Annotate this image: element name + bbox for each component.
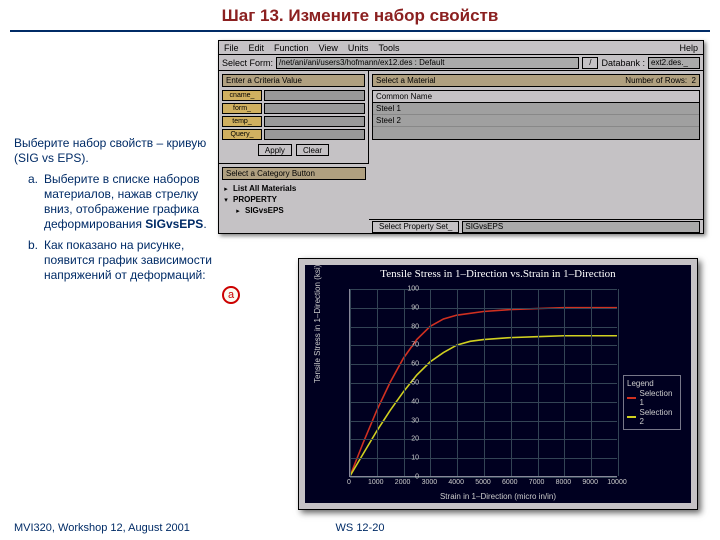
- databank-field[interactable]: ext2.des._: [648, 57, 700, 69]
- y-tick: 10: [395, 455, 419, 462]
- app-window: File Edit Function View Units Tools Help…: [218, 40, 704, 234]
- chevron-down-icon: ▾: [222, 196, 230, 204]
- legend-row: Selection 2: [627, 408, 677, 426]
- x-tick: 5000: [475, 479, 491, 486]
- menubar: File Edit Function View Units Tools Help: [219, 41, 703, 55]
- page-title: Шаг 13. Измените набор свойств: [0, 0, 720, 26]
- table-row[interactable]: Steel 1: [373, 103, 699, 115]
- y-axis-label: Tensile Stress in 1–Direction (ksi): [313, 265, 322, 383]
- criteria-btn[interactable]: temp_: [222, 116, 262, 127]
- y-tick: 30: [395, 417, 419, 424]
- category-title: Select a Category Button: [222, 167, 366, 180]
- material-pane: Select a Material Number of Rows: 2 Comm…: [369, 71, 703, 163]
- criteria-btn[interactable]: cname_: [222, 90, 262, 101]
- intro-text: Выберите набор свойств – кривую (SIG vs …: [14, 136, 218, 166]
- x-tick: 2000: [395, 479, 411, 486]
- callout-a: a: [222, 286, 240, 304]
- criteria-input[interactable]: [264, 129, 365, 140]
- footer-left: MVI320, Workshop 12, August 2001: [0, 522, 190, 534]
- material-table: Common Name Steel 1 Steel 2: [372, 90, 700, 140]
- cat-sigvseps[interactable]: ▸SIGvsEPS: [222, 205, 366, 216]
- menu-file[interactable]: File: [219, 43, 244, 53]
- criteria-title: Enter a Criteria Value: [222, 74, 365, 87]
- step-a: a. Выберите в списке наборов материалов,…: [28, 172, 218, 232]
- table-row[interactable]: Steel 2: [373, 115, 699, 127]
- x-tick: 8000: [556, 479, 572, 486]
- y-tick: 50: [395, 380, 419, 387]
- footer-center: WS 12-20: [336, 522, 385, 534]
- legend-row: Selection 1: [627, 389, 677, 407]
- x-tick: 10000: [607, 479, 626, 486]
- cat-list-all[interactable]: ▸List All Materials: [222, 183, 366, 194]
- footer: MVI320, Workshop 12, August 2001 WS 12-2…: [0, 522, 720, 534]
- step-b-text: Как показано на рисунке, появится график…: [44, 238, 212, 282]
- databank-label: Databank :: [601, 58, 645, 68]
- clear-button[interactable]: Clear: [296, 144, 329, 156]
- menu-edit[interactable]: Edit: [244, 43, 270, 53]
- menu-tools[interactable]: Tools: [373, 43, 404, 53]
- select-property-button[interactable]: Select Property Set_: [372, 221, 459, 233]
- y-tick: 40: [395, 398, 419, 405]
- cat-property[interactable]: ▾PROPERTY: [222, 194, 366, 205]
- criteria-pane: Enter a Criteria Value cname_ form_ temp_ Q…: [219, 71, 369, 163]
- step-a-bold: SIGvsEPS: [145, 217, 203, 231]
- y-tick: 70: [395, 342, 419, 349]
- x-tick: 4000: [448, 479, 464, 486]
- x-tick: 3000: [422, 479, 438, 486]
- y-tick: 80: [395, 323, 419, 330]
- material-col-header[interactable]: Common Name: [373, 91, 699, 103]
- chevron-right-icon: ▸: [222, 185, 230, 193]
- step-b-marker: b.: [28, 238, 38, 253]
- menu-units[interactable]: Units: [343, 43, 374, 53]
- x-axis-label: Strain in 1–Direction (micro in/in): [305, 492, 691, 501]
- chevron-right-icon: ▸: [234, 207, 242, 215]
- legend: Legend Selection 1Selection 2: [623, 375, 681, 430]
- y-tick: 20: [395, 436, 419, 443]
- step-a-tail: .: [203, 217, 206, 231]
- form-dropdown-btn[interactable]: /: [582, 57, 598, 69]
- plot-area: [349, 289, 617, 477]
- chart-area: Tensile Stress in 1–Direction vs.Strain …: [305, 265, 691, 503]
- chart-title: Tensile Stress in 1–Direction vs.Strain …: [305, 265, 691, 280]
- category-pane: Select a Category Button ▸List All Mater…: [219, 163, 369, 219]
- legend-title: Legend: [627, 379, 677, 388]
- criteria-input[interactable]: [264, 116, 365, 127]
- property-field[interactable]: SIGvsEPS: [462, 221, 700, 233]
- instructions: Выберите набор свойств – кривую (SIG vs …: [14, 40, 218, 289]
- form-field[interactable]: /net/ani/ani/users3/hofmann/ex12.des : D…: [276, 57, 579, 69]
- x-tick: 9000: [582, 479, 598, 486]
- criteria-input[interactable]: [264, 90, 365, 101]
- criteria-btn[interactable]: form_: [222, 103, 262, 114]
- property-bar: Select Property Set_ SIGvsEPS: [369, 219, 703, 233]
- apply-button[interactable]: Apply: [258, 144, 292, 156]
- x-tick: 7000: [529, 479, 545, 486]
- menu-view[interactable]: View: [314, 43, 343, 53]
- step-a-marker: a.: [28, 172, 38, 187]
- form-bar: Select Form: /net/ani/ani/users3/hofmann…: [219, 55, 703, 71]
- step-b: b. Как показано на рисунке, появится гра…: [28, 238, 218, 283]
- criteria-btn[interactable]: Query_: [222, 129, 262, 140]
- form-label: Select Form:: [222, 58, 273, 68]
- menu-help[interactable]: Help: [674, 43, 703, 53]
- y-tick: 100: [395, 286, 419, 293]
- x-tick: 6000: [502, 479, 518, 486]
- chart-window: Tensile Stress in 1–Direction vs.Strain …: [298, 258, 698, 510]
- y-tick: 60: [395, 361, 419, 368]
- x-tick: 0: [347, 479, 351, 486]
- menu-function[interactable]: Function: [269, 43, 314, 53]
- material-title: Select a Material Number of Rows: 2: [372, 74, 700, 87]
- y-tick: 90: [395, 304, 419, 311]
- x-tick: 1000: [368, 479, 384, 486]
- criteria-input[interactable]: [264, 103, 365, 114]
